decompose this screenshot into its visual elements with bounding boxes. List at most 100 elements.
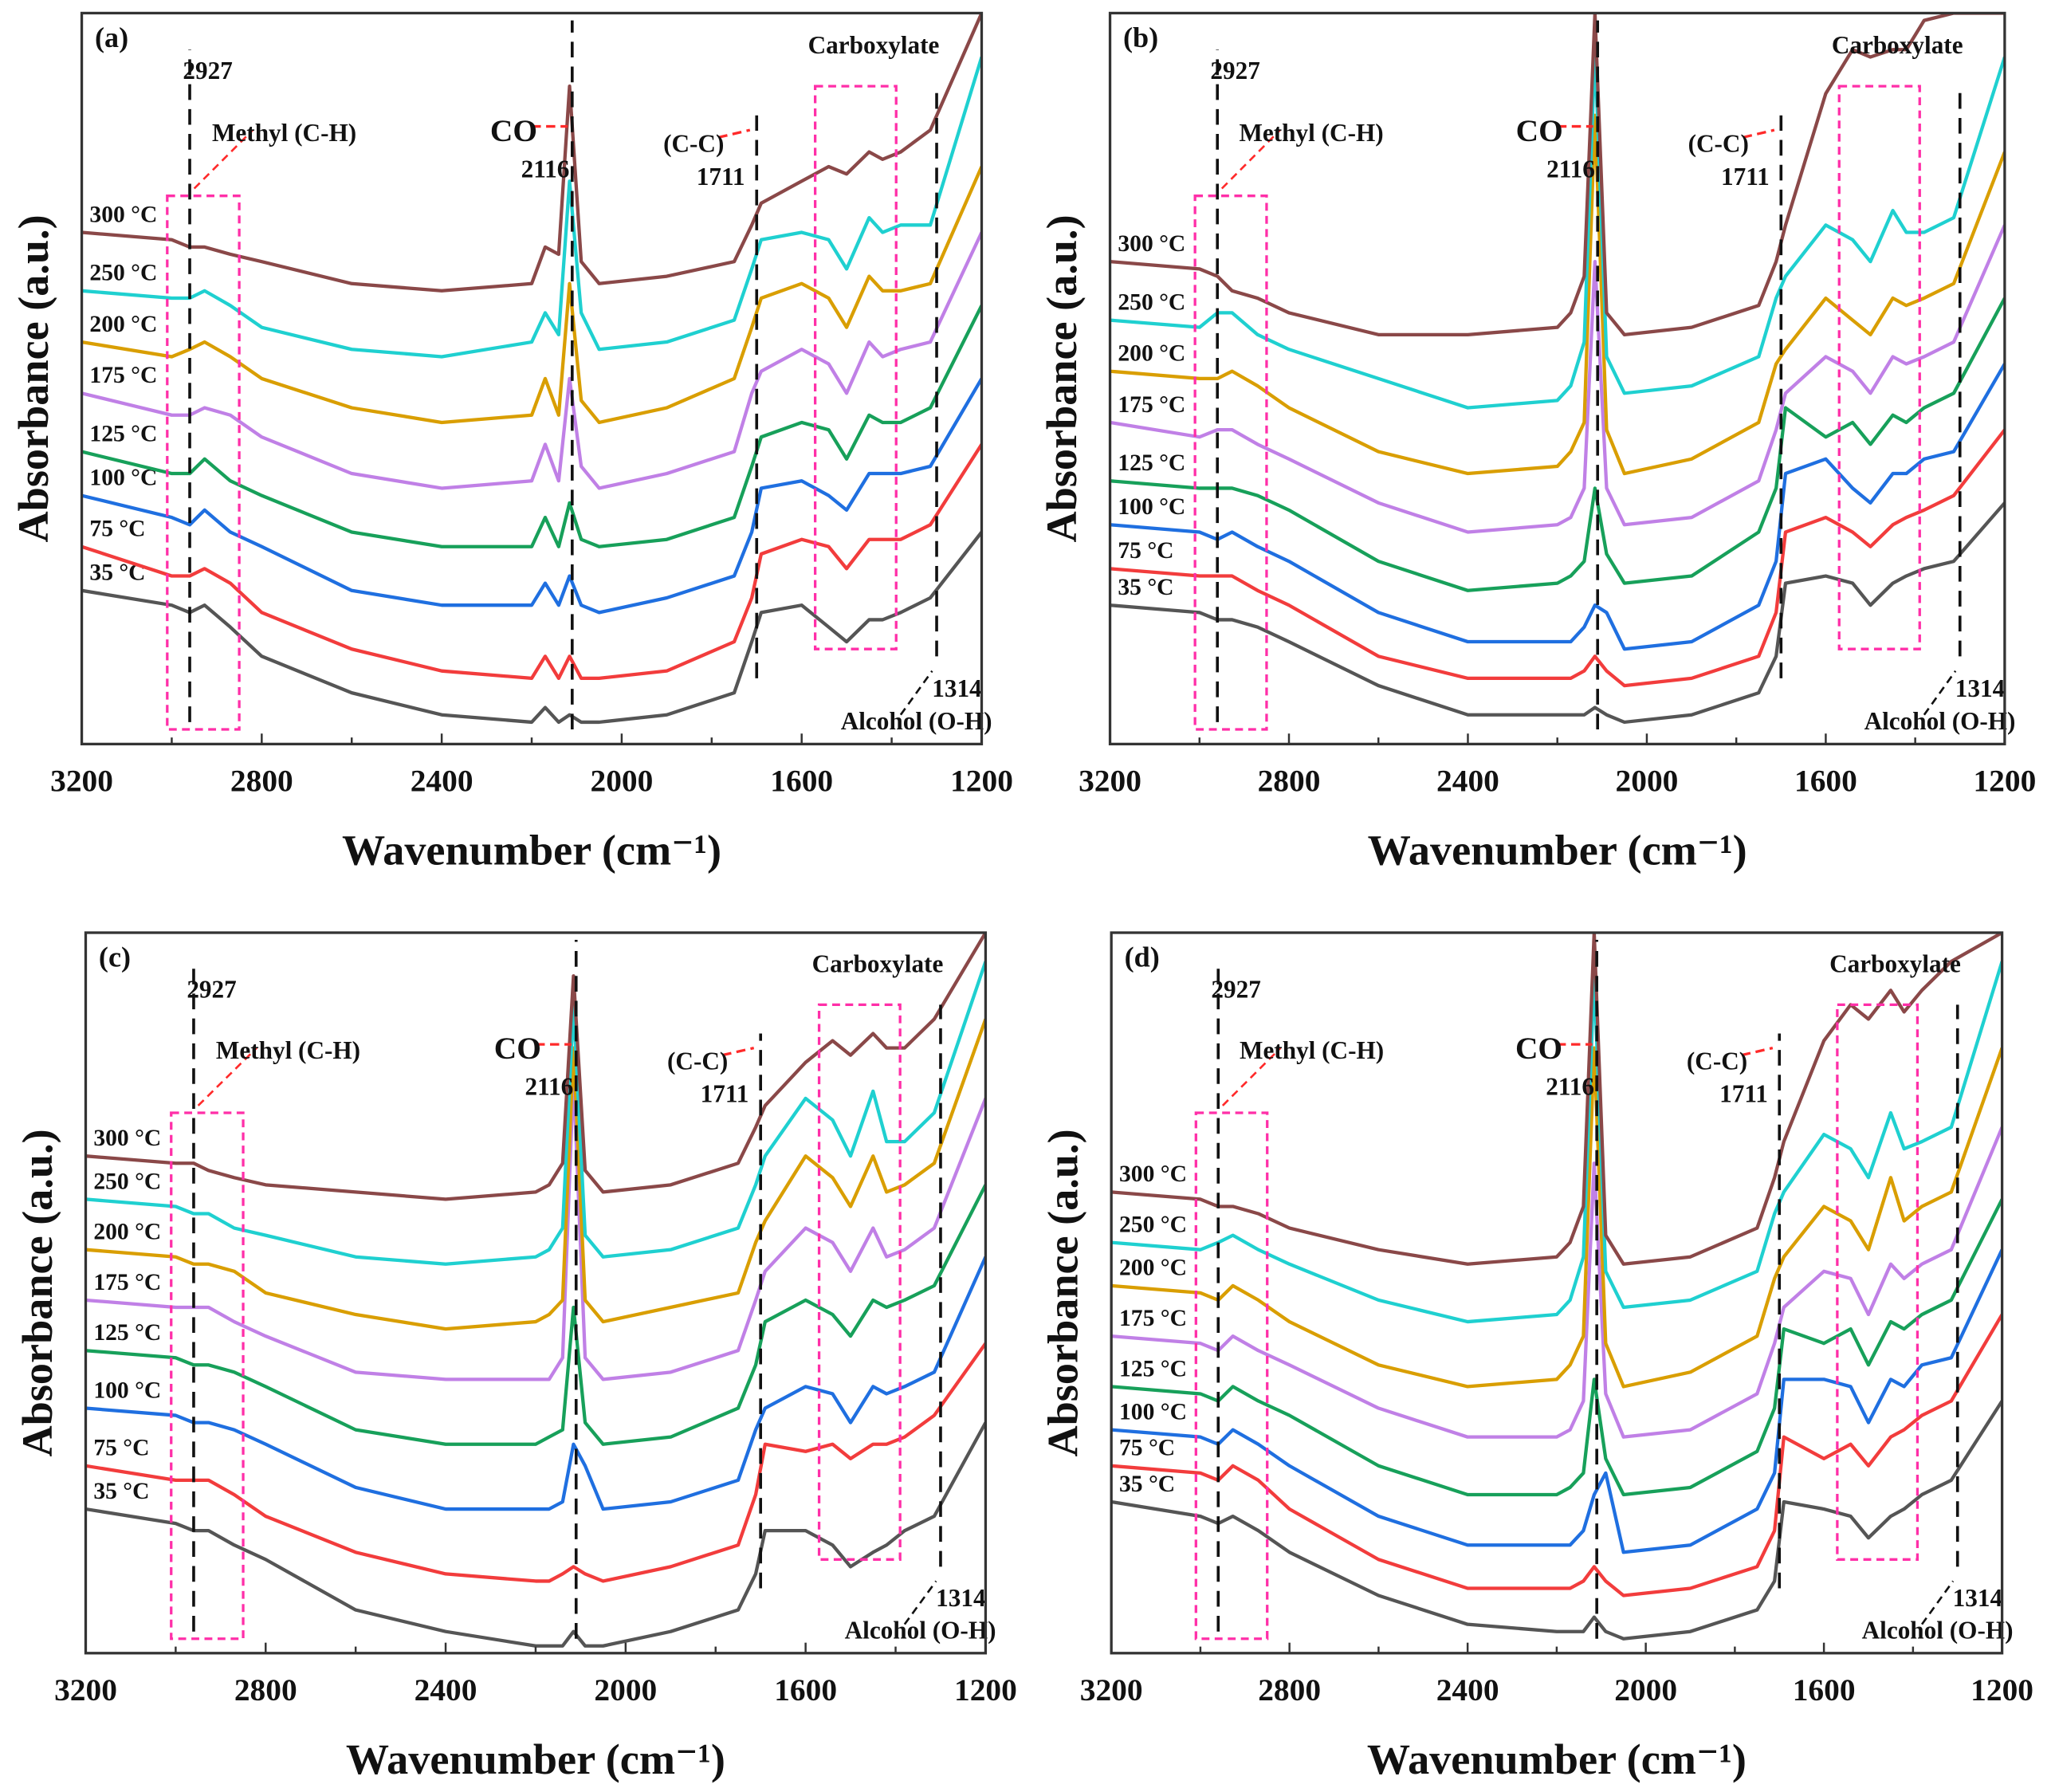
oh-wavenumber-label: 1314 bbox=[932, 674, 982, 702]
x-tick-label: 2000 bbox=[594, 1672, 657, 1708]
methyl-wavenumber-label: 2927 bbox=[183, 57, 232, 84]
series-line-125C bbox=[81, 305, 982, 548]
series-line-200C bbox=[1111, 1046, 2002, 1389]
methyl-leader bbox=[1221, 1047, 1282, 1106]
series-line-125C bbox=[1110, 297, 2005, 592]
panel-b: 35 °C 75 °C 100 °C 125 °C 175 °C 200 °C 250 °C… bbox=[1038, 11, 2036, 874]
series-label: 300 °C bbox=[1118, 231, 1185, 257]
methyl-label: Methyl (C-H) bbox=[1240, 1036, 1384, 1064]
series-label: 100 °C bbox=[89, 465, 157, 490]
oh-wavenumber-label: 1314 bbox=[936, 1584, 986, 1612]
x-tick-label: 2400 bbox=[1436, 764, 1499, 799]
methyl-leader bbox=[1220, 129, 1281, 190]
series-label: 75 °C bbox=[1118, 538, 1173, 564]
cc-wavenumber-label: 1711 bbox=[701, 1079, 749, 1107]
series-label: 75 °C bbox=[1119, 1436, 1175, 1461]
series-line-100C bbox=[81, 377, 982, 615]
methyl-leader bbox=[193, 129, 253, 190]
series-label: 75 °C bbox=[89, 517, 145, 542]
cc-wavenumber-label: 1711 bbox=[1719, 1079, 1768, 1107]
series-line-250C bbox=[1111, 961, 2002, 1324]
series-label: 300 °C bbox=[89, 202, 157, 227]
series-label: 125 °C bbox=[93, 1320, 161, 1346]
methyl-region-box bbox=[1193, 195, 1268, 731]
alcohol-label: Alcohol (O-H) bbox=[1864, 707, 2016, 735]
series-label: 35 °C bbox=[1118, 575, 1173, 600]
x-tick-label: 3200 bbox=[1079, 764, 1141, 799]
x-tick-label: 3200 bbox=[50, 764, 113, 799]
oh-leader bbox=[899, 670, 933, 716]
panel-label: (d) bbox=[1125, 941, 1160, 973]
series-line-100C bbox=[1110, 363, 2005, 651]
methyl-region-box bbox=[1194, 1111, 1269, 1641]
series-line-35C bbox=[1111, 1400, 2002, 1641]
series-label: 200 °C bbox=[93, 1220, 161, 1245]
series-line-300C bbox=[81, 13, 982, 293]
series-label: 100 °C bbox=[1119, 1399, 1187, 1425]
series-label: 125 °C bbox=[1119, 1356, 1187, 1381]
cc-leader bbox=[1741, 1047, 1774, 1057]
series-line-175C bbox=[81, 231, 982, 490]
y-axis-title: Absorbance (a.u.) bbox=[1038, 214, 1086, 542]
cc-leader bbox=[717, 128, 751, 139]
cc-leader bbox=[1743, 128, 1775, 139]
oh-leader bbox=[1923, 670, 1957, 716]
co-label: CO bbox=[494, 1031, 541, 1066]
carboxylate-region-box bbox=[1836, 1003, 1919, 1561]
co-label: CO bbox=[1515, 1031, 1562, 1066]
methyl-region-box bbox=[170, 1111, 245, 1641]
x-tick-label: 1200 bbox=[954, 1672, 1017, 1708]
series-line-35C bbox=[85, 1421, 986, 1648]
methyl-wavenumber-label: 2927 bbox=[1210, 57, 1259, 84]
series-line-200C bbox=[1110, 113, 2005, 476]
cc-label: (C-C) bbox=[667, 1047, 728, 1075]
cc-wavenumber-label: 1711 bbox=[1721, 163, 1770, 191]
carboxylate-label: Carboxylate bbox=[808, 31, 940, 59]
x-tick-label: 1600 bbox=[1793, 1672, 1856, 1708]
series-line-75C bbox=[1110, 428, 2005, 688]
series-line-100C bbox=[1111, 1248, 2002, 1554]
series-line-200C bbox=[81, 166, 982, 425]
methyl-label: Methyl (C-H) bbox=[1239, 119, 1383, 147]
carboxylate-label: Carboxylate bbox=[812, 950, 944, 978]
co-wavenumber-label: 2116 bbox=[521, 155, 570, 183]
cc-label: (C-C) bbox=[663, 130, 724, 158]
cc-wavenumber-label: 1711 bbox=[697, 163, 745, 191]
series-line-125C bbox=[1111, 1198, 2002, 1497]
series-line-75C bbox=[81, 443, 982, 681]
methyl-label: Methyl (C-H) bbox=[212, 119, 356, 147]
cc-label: (C-C) bbox=[1688, 130, 1749, 158]
co-wavenumber-label: 2116 bbox=[1546, 1072, 1594, 1100]
oh-leader bbox=[903, 1580, 937, 1625]
panel-label: (c) bbox=[99, 941, 131, 973]
series-line-300C bbox=[85, 933, 986, 1201]
series-label: 175 °C bbox=[1119, 1306, 1187, 1331]
series-label: 175 °C bbox=[89, 363, 157, 388]
series-line-250C bbox=[85, 961, 986, 1266]
methyl-region-box bbox=[166, 195, 241, 731]
co-wavenumber-label: 2116 bbox=[1546, 155, 1595, 183]
series-label: 175 °C bbox=[93, 1270, 161, 1295]
x-tick-label: 2800 bbox=[1258, 1672, 1321, 1708]
panel-d: 35 °C 75 °C 100 °C 125 °C 175 °C 200 °C 250 °C… bbox=[1039, 931, 2033, 1783]
y-axis-title: Absorbance (a.u.) bbox=[1039, 1129, 1086, 1456]
carboxylate-label: Carboxylate bbox=[1832, 31, 1963, 59]
x-tick-label: 2000 bbox=[1616, 764, 1679, 799]
series-line-300C bbox=[1111, 933, 2002, 1266]
oh-wavenumber-label: 1314 bbox=[1953, 1584, 2003, 1612]
cc-leader bbox=[721, 1047, 755, 1057]
series-label: 300 °C bbox=[93, 1126, 161, 1151]
x-tick-label: 2400 bbox=[411, 764, 473, 799]
x-tick-label: 1200 bbox=[950, 764, 1013, 799]
series-line-250C bbox=[1110, 48, 2005, 410]
x-tick-label: 1600 bbox=[770, 764, 833, 799]
x-axis-title: Wavenumber (cm⁻¹) bbox=[346, 1735, 725, 1783]
series-line-125C bbox=[85, 1184, 986, 1446]
carboxylate-region-box bbox=[813, 84, 898, 650]
series-label: 125 °C bbox=[89, 421, 157, 446]
x-tick-label: 1600 bbox=[774, 1672, 837, 1708]
methyl-wavenumber-label: 2927 bbox=[187, 975, 236, 1003]
panel-label: (a) bbox=[95, 22, 128, 53]
